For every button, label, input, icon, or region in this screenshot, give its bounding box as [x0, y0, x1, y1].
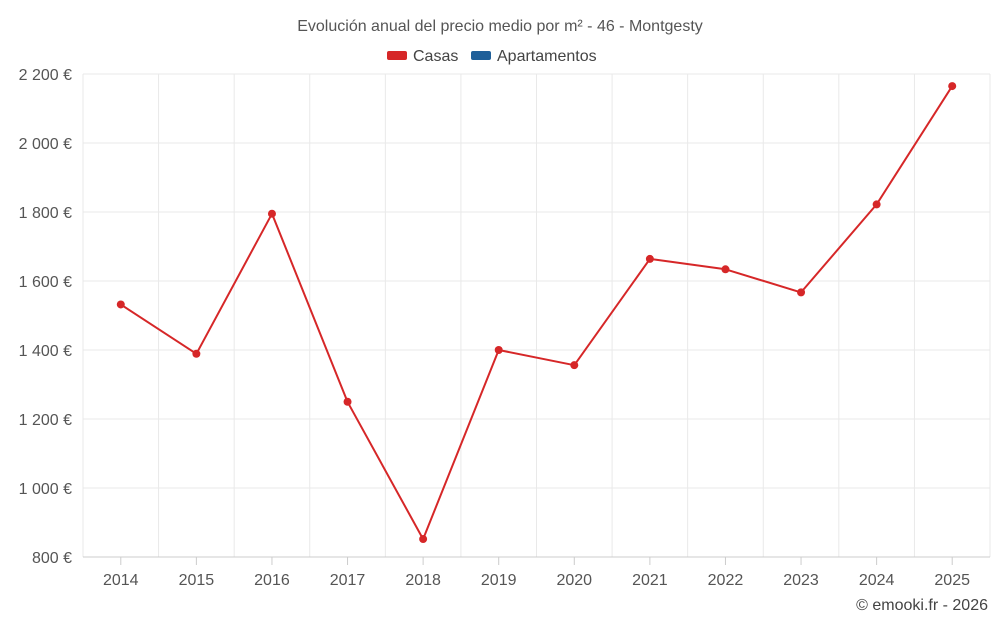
- x-tick-label: 2017: [330, 572, 366, 589]
- chart-title: Evolución anual del precio medio por m² …: [297, 18, 703, 35]
- x-tick-label: 2019: [481, 572, 517, 589]
- data-point-casas[interactable]: [116, 300, 125, 309]
- x-tick-label: 2016: [254, 572, 290, 589]
- data-point-casas[interactable]: [872, 200, 881, 209]
- y-tick-label: 2 000 €: [19, 136, 72, 153]
- y-tick-label: 1 000 €: [19, 481, 72, 498]
- y-tick-label: 1 200 €: [19, 412, 72, 429]
- data-point-casas[interactable]: [645, 254, 654, 263]
- legend-item-casas[interactable]: Casas: [387, 48, 458, 65]
- data-point-casas[interactable]: [948, 82, 957, 91]
- x-tick-label: 2015: [179, 572, 215, 589]
- data-point-casas[interactable]: [721, 265, 730, 274]
- data-point-casas[interactable]: [343, 397, 352, 406]
- x-tick-label: 2025: [934, 572, 970, 589]
- x-tick-label: 2021: [632, 572, 668, 589]
- x-gridlines: [82, 74, 991, 557]
- data-point-casas[interactable]: [797, 288, 806, 297]
- data-point-casas[interactable]: [494, 346, 503, 354]
- legend-swatch-apartamentos: [471, 51, 491, 60]
- y-tick-label: 1 600 €: [19, 274, 72, 291]
- legend-label-apartamentos: Apartamentos: [497, 48, 597, 65]
- x-tick-label: 2023: [783, 572, 819, 589]
- y-tick-label: 1 400 €: [19, 343, 72, 360]
- legend-swatch-casas: [387, 51, 407, 60]
- series-layer: [116, 82, 957, 544]
- credit-text: © emooki.fr - 2026: [856, 597, 988, 614]
- legend-label-casas: Casas: [413, 48, 458, 65]
- x-tick-label: 2022: [708, 572, 744, 589]
- legend: Casas Apartamentos: [387, 48, 597, 65]
- data-point-casas[interactable]: [570, 361, 579, 370]
- y-axis-ticks: 800 € 1 000 € 1 200 € 1 400 € 1 600 € 1 800 €…: [19, 67, 72, 567]
- x-tick-label: 2018: [405, 572, 441, 589]
- x-tick-label: 2014: [103, 572, 139, 589]
- x-tick-label: 2020: [556, 572, 592, 589]
- y-tick-label: 800 €: [32, 550, 72, 567]
- y-tick-label: 1 800 €: [19, 205, 72, 222]
- y-tick-label: 2 200 €: [19, 67, 72, 84]
- series-line-casas: [120, 85, 954, 541]
- x-axis-ticks: 2014 2015 2016 2017 2018 2019 2020 2021 2022 2023…: [103, 557, 970, 589]
- data-point-casas[interactable]: [419, 535, 428, 544]
- legend-item-apartamentos[interactable]: Apartamentos: [471, 48, 597, 65]
- data-point-casas[interactable]: [192, 349, 201, 358]
- x-tick-label: 2024: [859, 572, 895, 589]
- data-point-casas[interactable]: [267, 209, 276, 218]
